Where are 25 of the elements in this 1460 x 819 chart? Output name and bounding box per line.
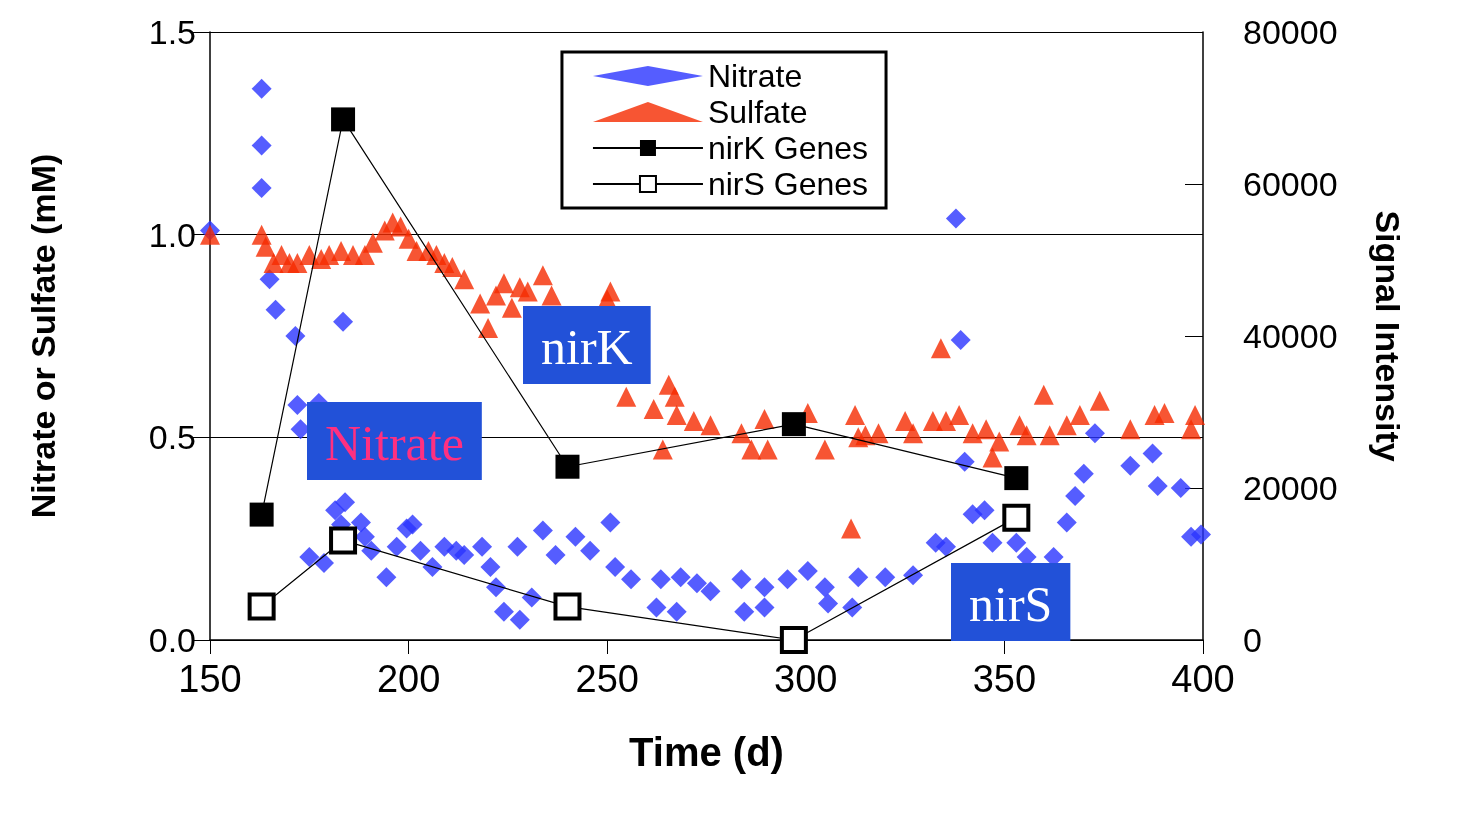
x-tick-label: 300 [774, 658, 838, 700]
annotation: nirS [969, 576, 1053, 632]
annotation: Nitrate [325, 415, 464, 471]
y2-tick-label: 0 [1243, 621, 1262, 659]
x-axis-title: Time (d) [629, 730, 784, 774]
x-tick-label: 200 [376, 658, 441, 700]
y-axis-title: Nitrate or Sulfate (mM) [24, 153, 62, 519]
y2-tick-label: 80000 [1243, 13, 1338, 51]
y-tick-label: 1.5 [148, 13, 196, 51]
x-tick-label: 350 [972, 658, 1037, 700]
legend-label: nirK Genes [707, 130, 869, 166]
y2-tick-label: 60000 [1243, 165, 1338, 203]
y2-tick-label: 20000 [1243, 469, 1338, 507]
legend-label: nirS Genes [707, 166, 869, 202]
legend-label: Nitrate [707, 58, 803, 94]
y-tick-label: 1.0 [148, 215, 196, 254]
x-tick-label: 250 [575, 658, 639, 700]
y-tick-label: 0.5 [148, 418, 196, 457]
y2-tick-label: 40000 [1243, 317, 1338, 355]
y2-axis-title: Signal Intensity [1369, 210, 1407, 462]
x-tick-label: 400 [1171, 658, 1235, 700]
y-tick-label: 0.0 [148, 621, 196, 659]
x-tick-label: 150 [178, 658, 242, 700]
annotation: nirK [541, 319, 633, 375]
legend-label: Sulfate [707, 94, 808, 130]
